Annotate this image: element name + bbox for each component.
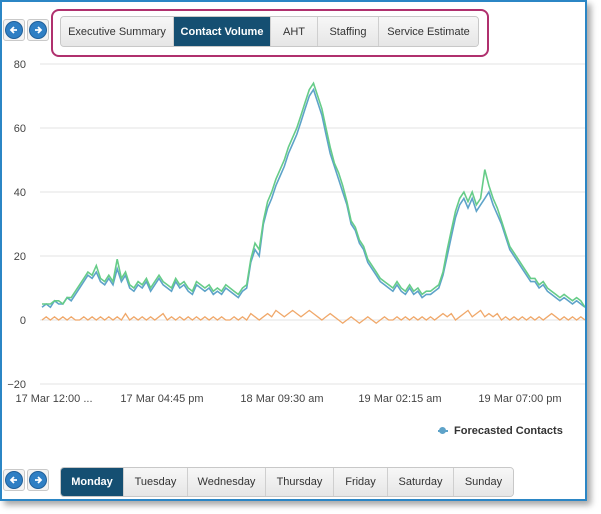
x-tick-label: 17 Mar 12:00 ... [15, 393, 92, 405]
prev-day-button[interactable] [3, 469, 25, 491]
tab-executive-summary[interactable]: Executive Summary [61, 17, 174, 46]
chart-legend: Forecasted Contacts [438, 425, 563, 437]
next-day-button[interactable] [27, 469, 49, 491]
y-tick-label: 40 [14, 187, 26, 199]
arrow-left-icon [5, 21, 23, 39]
tabbar-highlight [51, 9, 489, 57]
series-line-1 [42, 81, 585, 308]
app-window: Executive Summary Contact Volume AHT Sta… [0, 0, 587, 501]
tab-friday[interactable]: Friday [334, 468, 388, 496]
x-tick-label: 19 Mar 02:15 am [358, 393, 441, 405]
tab-saturday[interactable]: Saturday [388, 468, 454, 496]
arrow-right-icon [29, 21, 47, 39]
x-tick-label: 19 Mar 07:00 pm [478, 393, 561, 405]
legend-marker-forecast [438, 427, 448, 434]
y-tick-label: 0 [20, 315, 26, 327]
tab-contact-volume[interactable]: Contact Volume [174, 17, 271, 46]
prev-period-button[interactable] [3, 19, 25, 41]
tab-service-estimate[interactable]: Service Estimate [379, 17, 478, 46]
day-tabs: Monday Tuesday Wednesday Thursday Friday… [60, 467, 514, 497]
series-line-0 [41, 87, 585, 309]
legend-label-forecast: Forecasted Contacts [454, 425, 563, 437]
report-tabs: Executive Summary Contact Volume AHT Sta… [60, 16, 479, 47]
tab-tuesday[interactable]: Tuesday [124, 468, 188, 496]
tab-staffing[interactable]: Staffing [318, 17, 379, 46]
x-tick-label: 18 Mar 09:30 am [240, 393, 323, 405]
series-line-2 [41, 309, 585, 325]
y-tick-label: 60 [14, 123, 26, 135]
tab-monday[interactable]: Monday [61, 468, 124, 496]
x-tick-label: 17 Mar 04:45 pm [120, 393, 203, 405]
y-tick-label: 80 [14, 59, 26, 71]
tab-aht[interactable]: AHT [271, 17, 318, 46]
arrow-left-icon [5, 471, 23, 489]
tab-thursday[interactable]: Thursday [266, 468, 334, 496]
arrow-right-icon [29, 471, 47, 489]
tab-wednesday[interactable]: Wednesday [188, 468, 266, 496]
y-tick-label: 20 [14, 251, 26, 263]
tab-sunday[interactable]: Sunday [454, 468, 513, 496]
y-tick-label: −20 [7, 379, 26, 391]
next-period-button[interactable] [27, 19, 49, 41]
contact-volume-chart: 80 60 40 20 0 −20 17 Mar 12:00 ... 17 Mar 04:4… [7, 59, 585, 405]
